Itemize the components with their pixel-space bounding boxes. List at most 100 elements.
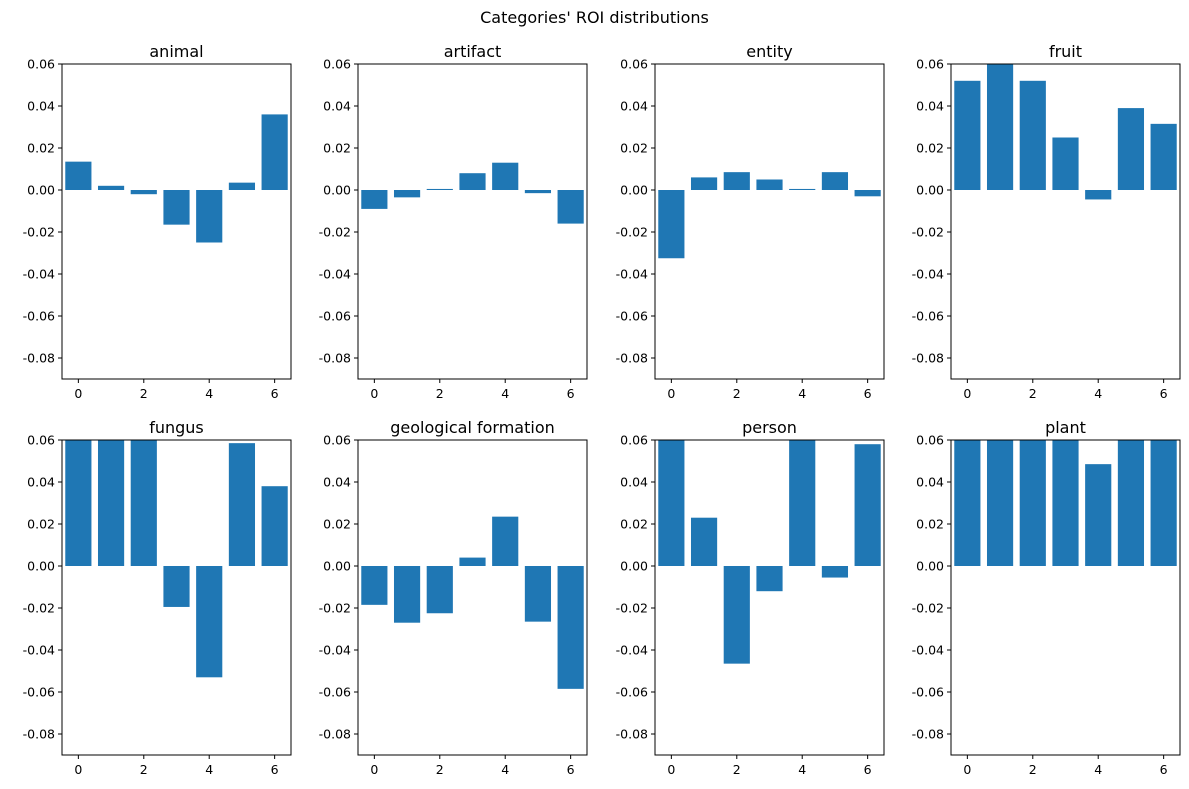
y-tick-label: -0.04 xyxy=(616,267,648,282)
y-tick-label: 0.06 xyxy=(620,433,648,448)
y-tick-label: 0.06 xyxy=(323,433,351,448)
y-tick-label: 0.06 xyxy=(916,433,944,448)
subplot-fungus: 0.06 0.04 0.02 0.00 -0.02 -0.04 -0.06 -0.08 0 2 4 6… xyxy=(23,418,292,777)
bar xyxy=(723,172,750,190)
x-tick-label: 6 xyxy=(864,762,872,777)
x-tick-label: 2 xyxy=(140,386,148,401)
subplot-grid: 0.06 0.04 0.02 0.00 -0.02 -0.04 -0.06 -0.08 0 2 4 6… xyxy=(23,42,1181,777)
x-tick-label: 6 xyxy=(1160,386,1168,401)
x-tick-label: 0 xyxy=(74,386,82,401)
bar xyxy=(524,566,552,622)
x-tick-label: 4 xyxy=(1094,386,1102,401)
x-tick-label: 4 xyxy=(501,762,509,777)
y-tick-label: -0.02 xyxy=(319,225,351,240)
y-tick-label: -0.06 xyxy=(616,685,648,700)
y-tick-label: -0.08 xyxy=(319,351,351,366)
y-tick-label: -0.06 xyxy=(23,685,55,700)
bar xyxy=(1117,440,1145,566)
y-tick-label: -0.08 xyxy=(319,727,351,742)
axes-frame xyxy=(61,63,292,380)
axes-frame xyxy=(950,63,1181,380)
y-tick-label: 0.02 xyxy=(916,517,944,532)
bar xyxy=(756,179,783,190)
bar xyxy=(65,440,92,566)
bar xyxy=(789,188,816,190)
y-tick-label: 0.04 xyxy=(916,99,944,114)
y-tick-label: -0.02 xyxy=(616,601,648,616)
y-tick-label: -0.08 xyxy=(912,727,944,742)
x-tick-label: 0 xyxy=(667,762,675,777)
y-tick-label: -0.04 xyxy=(319,267,351,282)
y-tick-label: 0.04 xyxy=(620,475,648,490)
subplot-entity: 0.06 0.04 0.02 0.00 -0.02 -0.04 -0.06 -0.08 0 2 4 6… xyxy=(616,42,885,401)
bar xyxy=(1150,440,1177,566)
x-tick-label: 0 xyxy=(370,762,378,777)
x-tick-label: 2 xyxy=(436,762,444,777)
bar xyxy=(130,190,157,195)
y-tick-label: -0.06 xyxy=(616,309,648,324)
subplot-artifact: 0.06 0.04 0.02 0.00 -0.02 -0.04 -0.06 -0.08 0 2 4 6… xyxy=(319,42,588,401)
x-tick-label: 2 xyxy=(1029,386,1037,401)
x-tick-label: 0 xyxy=(963,386,971,401)
y-tick-label: 0.02 xyxy=(620,141,648,156)
bar xyxy=(954,80,981,190)
subplot-title: fruit xyxy=(1049,42,1082,61)
x-tick-label: 6 xyxy=(271,762,279,777)
y-tick-label: 0.02 xyxy=(620,517,648,532)
y-tick-label: 0.04 xyxy=(323,475,351,490)
y-tick-label: 0.00 xyxy=(323,559,351,574)
x-tick-label: 2 xyxy=(140,762,148,777)
y-tick-label: -0.04 xyxy=(616,643,648,658)
x-tick-label: 6 xyxy=(864,386,872,401)
subplot-title: entity xyxy=(746,42,792,61)
y-tick-label: -0.08 xyxy=(616,727,648,742)
subplot-animal: 0.06 0.04 0.02 0.00 -0.02 -0.04 -0.06 -0.08 0 2 4 6… xyxy=(23,42,292,401)
bar xyxy=(163,566,190,607)
y-tick-label: 0.00 xyxy=(620,559,648,574)
y-tick-label: 0.02 xyxy=(323,517,351,532)
bar-group xyxy=(658,172,881,259)
bar xyxy=(459,173,486,190)
bar xyxy=(821,172,849,190)
x-tick-label: 2 xyxy=(733,762,741,777)
bar xyxy=(361,190,388,209)
x-tick-label: 0 xyxy=(667,386,675,401)
bar xyxy=(426,566,453,614)
y-tick-label: 0.06 xyxy=(323,57,351,72)
y-tick-label: 0.06 xyxy=(620,57,648,72)
axes-frame xyxy=(61,439,292,756)
y-tick-label: -0.08 xyxy=(23,351,55,366)
y-tick-label: -0.06 xyxy=(319,685,351,700)
bar xyxy=(261,114,288,190)
bar xyxy=(756,566,783,592)
x-tick-label: 4 xyxy=(205,386,213,401)
axes-frame xyxy=(357,439,588,756)
axes-frame xyxy=(654,439,885,756)
y-tick-label: -0.06 xyxy=(23,309,55,324)
axes-frame xyxy=(654,63,885,380)
bar xyxy=(1019,440,1046,566)
y-tick-label: -0.02 xyxy=(616,225,648,240)
subplot-title: fungus xyxy=(149,418,204,437)
bar xyxy=(854,444,881,566)
bar xyxy=(492,162,519,190)
bar xyxy=(690,177,718,190)
bar xyxy=(789,440,816,566)
y-tick-label: 0.04 xyxy=(27,99,55,114)
y-tick-label: -0.02 xyxy=(23,225,55,240)
y-tick-label: -0.04 xyxy=(912,643,944,658)
y-tick-label: -0.02 xyxy=(23,601,55,616)
bar xyxy=(854,190,881,197)
x-tick-label: 4 xyxy=(1094,762,1102,777)
bar xyxy=(1150,123,1177,190)
y-tick-label: 0.04 xyxy=(323,99,351,114)
bar xyxy=(986,64,1014,190)
bar xyxy=(557,566,584,689)
y-tick-label: -0.04 xyxy=(912,267,944,282)
axes-frame xyxy=(950,439,1181,756)
bar xyxy=(492,516,519,566)
bar xyxy=(163,190,190,225)
x-tick-label: 6 xyxy=(567,762,575,777)
bar xyxy=(658,440,685,566)
